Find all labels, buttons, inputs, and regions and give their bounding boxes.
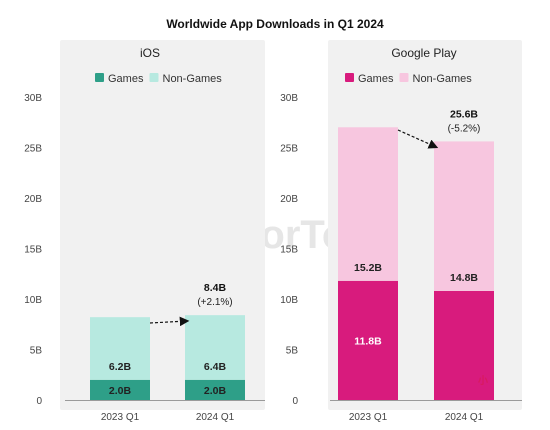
- change-label: (-5.2%): [448, 123, 481, 134]
- y-tick-label: 15B: [280, 245, 298, 256]
- x-tick-label: 2023 Q1: [101, 412, 140, 423]
- bar-value-label: 14.8B: [450, 272, 478, 284]
- bar-games-2023-q1: [90, 379, 150, 400]
- y-tick-label: 0: [36, 396, 42, 407]
- legend-label: Games: [108, 73, 144, 85]
- bar-games-2023-q1: [338, 280, 398, 400]
- legend-swatch-non-games: [149, 73, 159, 82]
- bar-value-label: 2.0B: [109, 385, 132, 397]
- y-tick-label: 10B: [280, 295, 298, 306]
- legend-label: Non-Games: [413, 73, 473, 85]
- y-tick-label: 10B: [24, 295, 42, 306]
- bar-non-games-2024-q1: [434, 141, 494, 291]
- bar-non-games-2023-q1: [90, 317, 150, 380]
- bar-value-label: 15.2B: [354, 262, 382, 274]
- change-arrow: [397, 129, 439, 149]
- total-label: 8.4B: [204, 282, 227, 294]
- y-tick-label: 15B: [24, 245, 42, 256]
- corner-watermark-text: 小: [477, 374, 488, 387]
- chart-title: Worldwide App Downloads in Q1 2024: [166, 17, 384, 31]
- y-tick-label: 25B: [24, 144, 42, 155]
- bar-games-2024-q1: [434, 290, 494, 400]
- legend-swatch-games: [345, 73, 354, 82]
- x-tick-label: 2024 Q1: [196, 412, 235, 423]
- total-label: 25.6B: [450, 108, 478, 120]
- bar-non-games-2023-q1: [338, 127, 398, 281]
- change-label: (+2.1%): [197, 297, 232, 308]
- bar-value-label: 11.8B: [354, 335, 382, 347]
- x-tick-label: 2024 Q1: [445, 412, 484, 423]
- y-tick-label: 20B: [280, 194, 298, 205]
- y-tick-label: 5B: [30, 346, 43, 357]
- y-tick-label: 30B: [280, 93, 298, 104]
- y-tick-label: 0: [292, 396, 298, 407]
- change-arrow: [149, 316, 190, 327]
- bar-value-label: 2.0B: [204, 385, 227, 397]
- bar-non-games-2024-q1: [185, 315, 245, 380]
- legend-label: Non-Games: [163, 73, 223, 85]
- legend-swatch-games: [95, 73, 104, 82]
- x-tick-label: 2023 Q1: [349, 412, 388, 423]
- y-tick-label: 5B: [286, 346, 299, 357]
- y-tick-label: 20B: [24, 194, 42, 205]
- bar-games-2024-q1: [185, 379, 245, 400]
- panel-title: Google Play: [391, 46, 456, 60]
- legend-label: Games: [358, 73, 394, 85]
- y-tick-label: 25B: [280, 144, 298, 155]
- legend-swatch-non-games: [399, 73, 409, 82]
- bar-value-label: 6.2B: [109, 361, 132, 373]
- panel-title: iOS: [140, 46, 160, 60]
- bar-value-label: 6.4B: [204, 361, 227, 373]
- y-tick-label: 30B: [24, 93, 42, 104]
